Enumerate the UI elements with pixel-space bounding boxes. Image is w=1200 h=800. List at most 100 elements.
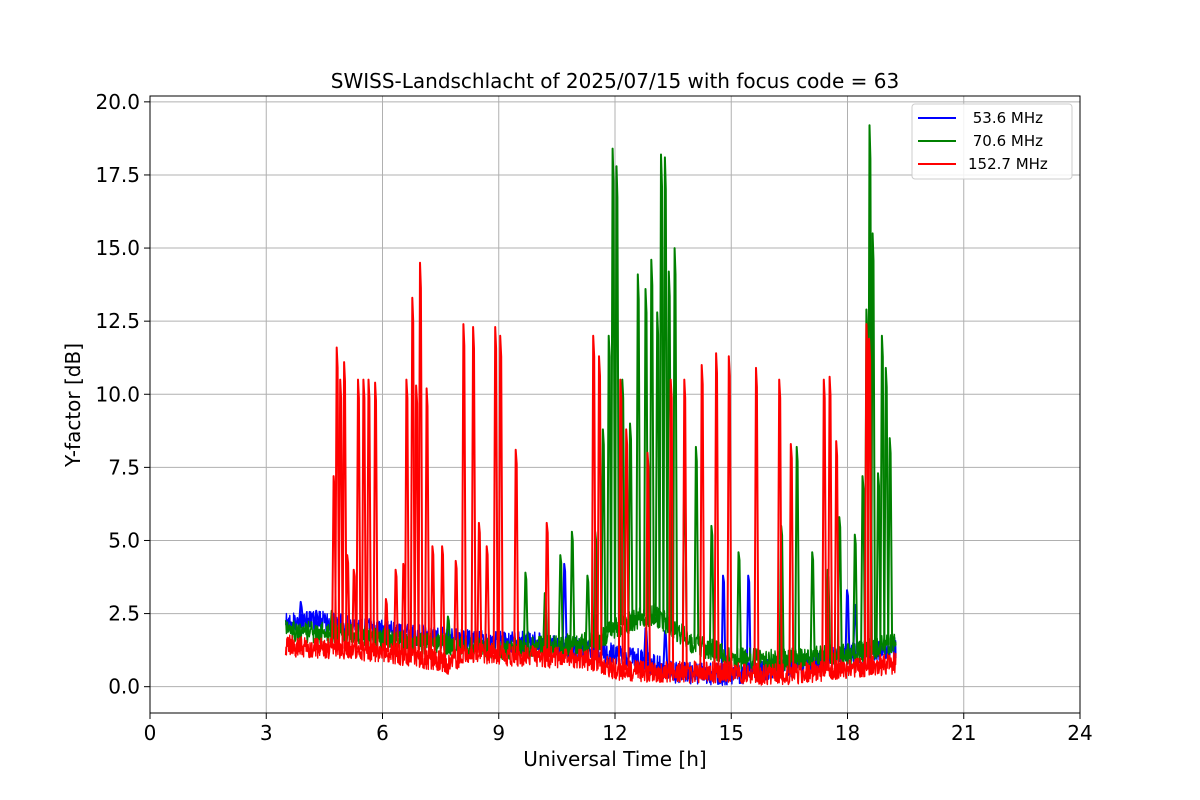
series-spike [344, 554, 351, 650]
series-spike [866, 337, 873, 667]
legend: 53.6 MHz 70.6 MHz 152.7 MHz [911, 103, 1073, 180]
series-spike [453, 559, 460, 659]
series-spike [870, 232, 876, 649]
series-spike [569, 530, 576, 645]
series-spike [623, 428, 630, 671]
y-tick-label: 2.5 [108, 602, 140, 626]
series-spike [860, 475, 866, 651]
y-tick-label: 5.0 [108, 528, 140, 552]
series-spike [596, 355, 603, 663]
series-spike [635, 273, 642, 620]
series-spike [417, 261, 424, 658]
y-tick-label: 0.0 [108, 675, 140, 699]
series-spike [334, 346, 341, 649]
y-axis-ticks: 0.0 2.5 5.0 7.5 10.0 12.5 15.0 17.5 20.0 [95, 90, 150, 699]
series-spike [341, 361, 348, 649]
series-spike [693, 445, 700, 645]
x-tick-label: 6 [376, 721, 389, 745]
series-spike [681, 378, 688, 673]
series-spike [522, 571, 529, 648]
series-spike [424, 387, 430, 659]
series-spike [557, 554, 564, 646]
x-tick-label: 3 [260, 721, 273, 745]
series-spike [544, 521, 551, 658]
y-tick-label: 17.5 [95, 163, 140, 187]
series-spike [372, 381, 379, 652]
series-spike [497, 334, 504, 655]
legend-label: 53.6 MHz [968, 109, 1043, 127]
series-spike [610, 147, 616, 630]
series-spike [513, 448, 520, 656]
x-tick-label: 12 [602, 721, 627, 745]
series-spike [404, 378, 410, 656]
series-spike [561, 562, 568, 647]
series-spike [460, 323, 467, 654]
series-spike [645, 451, 651, 672]
series-spike [627, 422, 634, 623]
series-spike [852, 533, 859, 653]
series-spike [445, 615, 452, 645]
series-spike [788, 443, 795, 674]
series-spike [875, 472, 882, 648]
series-spike [745, 574, 752, 673]
series-spike [821, 378, 828, 671]
series-spike [883, 366, 890, 646]
series-spike [648, 258, 655, 615]
series-spike [654, 311, 661, 617]
series-spike [337, 378, 344, 649]
series-spike [887, 437, 894, 645]
series-spike [699, 364, 706, 673]
series-spike [298, 600, 305, 623]
x-tick-label: 0 [144, 721, 157, 745]
series-spike [413, 384, 420, 657]
series-spike [726, 355, 733, 673]
series-spike [708, 524, 715, 651]
series-spike [439, 545, 446, 663]
series-spike [713, 352, 720, 673]
y-tick-label: 7.5 [108, 455, 140, 479]
series-spike [484, 545, 491, 654]
x-axis-label: Universal Time [h] [523, 747, 706, 771]
series-spike [590, 334, 597, 661]
series-spike [809, 551, 816, 658]
series-spike [393, 568, 399, 654]
series-spike [351, 568, 358, 650]
series-spike [776, 378, 783, 675]
series-spike [614, 165, 620, 628]
x-tick-label: 9 [492, 721, 505, 745]
series-spike [753, 366, 760, 675]
series-spike [844, 589, 851, 655]
series-spike [833, 440, 840, 671]
y-tick-label: 10.0 [95, 382, 140, 406]
series-spike [827, 375, 833, 671]
x-axis-ticks: 0 3 6 9 12 15 18 21 24 [144, 713, 1093, 745]
series-spike [617, 378, 624, 670]
series-spike [879, 334, 886, 647]
y-tick-label: 12.5 [95, 309, 140, 333]
series-spike [355, 378, 362, 650]
legend-box [911, 103, 1073, 180]
series-spike [584, 574, 591, 644]
x-tick-label: 21 [951, 721, 976, 745]
series-spike [672, 247, 678, 630]
series-spike [600, 428, 607, 638]
x-tick-label: 24 [1067, 721, 1092, 745]
series-spike [720, 574, 727, 675]
series-spike [492, 326, 499, 655]
y-tick-label: 15.0 [95, 236, 140, 260]
series-spike [476, 521, 483, 653]
series-spike [658, 153, 665, 620]
y-tick-label: 20.0 [95, 90, 140, 114]
series-spike [794, 445, 801, 659]
series-spike [668, 378, 675, 673]
series-spike [366, 378, 372, 651]
series-spike [470, 326, 477, 653]
series-lines [284, 124, 897, 686]
x-tick-label: 18 [835, 721, 860, 745]
x-tick-label: 15 [719, 721, 744, 745]
series-spike [313, 609, 320, 623]
series-spike [361, 378, 367, 651]
series-spike [383, 598, 390, 653]
